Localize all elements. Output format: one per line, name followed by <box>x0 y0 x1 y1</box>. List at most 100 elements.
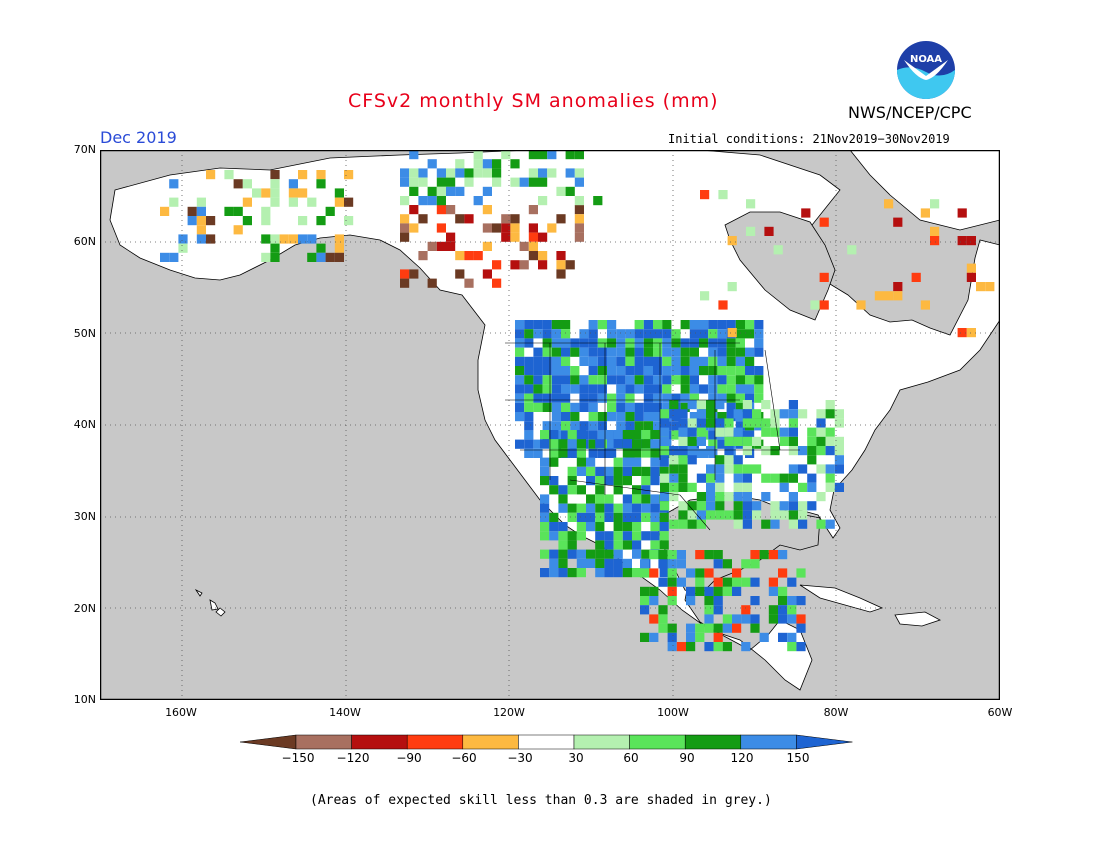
anomaly-cell <box>567 549 577 559</box>
anomaly-cell <box>613 568 623 578</box>
anomaly-cell <box>607 412 617 422</box>
anomaly-cell <box>788 436 798 446</box>
anomaly-cell <box>807 427 817 437</box>
anomaly-cell <box>561 375 571 385</box>
anomaly-cell <box>242 216 252 226</box>
anomaly-cell <box>754 329 764 339</box>
anomaly-cell <box>658 550 668 560</box>
anomaly-cell <box>549 485 559 495</box>
anomaly-cell <box>788 473 798 483</box>
anomaly-cell <box>733 501 743 511</box>
anomaly-cell <box>641 485 651 495</box>
anomaly-cell <box>634 356 644 366</box>
anomaly-cell <box>597 384 607 394</box>
anomaly-cell <box>678 446 688 456</box>
anomaly-cell <box>754 393 764 403</box>
anomaly-cell <box>607 402 617 412</box>
anomaly-cell <box>715 418 725 428</box>
anomaly-cell <box>796 568 806 578</box>
anomaly-cell <box>597 347 607 357</box>
anomaly-cell <box>616 347 626 357</box>
anomaly-cell <box>704 642 714 652</box>
anomaly-cell <box>549 457 559 467</box>
anomaly-cell <box>540 439 550 449</box>
anomaly-cell <box>561 366 571 376</box>
anomaly-cell <box>650 457 660 467</box>
anomaly-cell <box>561 393 571 403</box>
anomaly-cell <box>604 494 614 504</box>
anomaly-cell <box>409 150 419 160</box>
lon-label-80w: 80W <box>823 706 849 719</box>
anomaly-cell <box>706 473 716 483</box>
anomaly-cell <box>745 393 755 403</box>
anomaly-cell <box>825 446 835 456</box>
anomaly-cell <box>796 614 806 624</box>
anomaly-cell <box>976 282 986 292</box>
anomaly-cell <box>549 568 559 578</box>
anomaly-cell <box>715 482 725 492</box>
anomaly-cell <box>622 430 632 440</box>
anomaly-cell <box>551 366 561 376</box>
logo-text: NOAA <box>910 54 942 65</box>
anomaly-cell <box>579 421 589 431</box>
anomaly-cell <box>567 531 577 541</box>
anomaly-cell <box>538 232 548 242</box>
anomaly-cell <box>708 384 718 394</box>
anomaly-cell <box>689 393 699 403</box>
anomaly-cell <box>724 446 734 456</box>
anomaly-cell <box>649 586 659 596</box>
anomaly-cell <box>741 577 751 587</box>
anomaly-cell <box>742 400 752 410</box>
anomaly-cell <box>556 269 566 279</box>
anomaly-cell <box>788 409 798 419</box>
anomaly-cell <box>717 366 727 376</box>
anomaly-cell <box>733 510 743 520</box>
anomaly-cell <box>724 436 734 446</box>
anomaly-cell <box>576 558 586 568</box>
anomaly-cell <box>473 251 483 261</box>
anomaly-cell <box>455 168 465 178</box>
anomaly-cell <box>565 260 575 270</box>
anomaly-cell <box>588 439 598 449</box>
anomaly-cell <box>930 226 940 236</box>
colorbar-label: −60 <box>451 751 477 765</box>
anomaly-cell <box>686 586 696 596</box>
colorbar-label: −30 <box>507 751 533 765</box>
anomaly-cell <box>819 217 829 227</box>
anomaly-cell <box>735 393 745 403</box>
anomaly-cell <box>298 234 308 244</box>
anomaly-cell <box>344 170 354 180</box>
anomaly-cell <box>746 226 756 236</box>
anomaly-cell <box>704 596 714 606</box>
anomaly-cell <box>561 320 571 330</box>
anomaly-cell <box>874 291 884 301</box>
anomaly-cell <box>741 614 751 624</box>
anomaly-cell <box>634 384 644 394</box>
anomaly-cell <box>669 473 679 483</box>
anomaly-cell <box>482 205 492 215</box>
anomaly-cell <box>727 236 737 246</box>
anomaly-cell <box>640 586 650 596</box>
anomaly-cell <box>515 366 525 376</box>
anomaly-cell <box>542 421 552 431</box>
anomaly-cell <box>722 623 732 633</box>
anomaly-cell <box>726 320 736 330</box>
anomaly-cell <box>667 559 677 569</box>
anomaly-cell <box>770 409 780 419</box>
anomaly-cell <box>689 347 699 357</box>
anomaly-cell <box>735 356 745 366</box>
anomaly-cell <box>717 375 727 385</box>
anomaly-cell <box>761 446 771 456</box>
anomaly-cell <box>533 320 543 330</box>
anomaly-cell <box>653 421 663 431</box>
anomaly-cell <box>632 485 642 495</box>
hawaii <box>194 588 226 617</box>
anomaly-cell <box>588 375 598 385</box>
anomaly-cell <box>510 260 520 270</box>
anomaly-cell <box>778 632 788 642</box>
anomaly-cell <box>807 501 817 511</box>
anomaly-cell <box>680 366 690 376</box>
anomaly-cell <box>653 329 663 339</box>
anomaly-cell <box>678 455 688 465</box>
anomaly-cell <box>586 503 596 513</box>
